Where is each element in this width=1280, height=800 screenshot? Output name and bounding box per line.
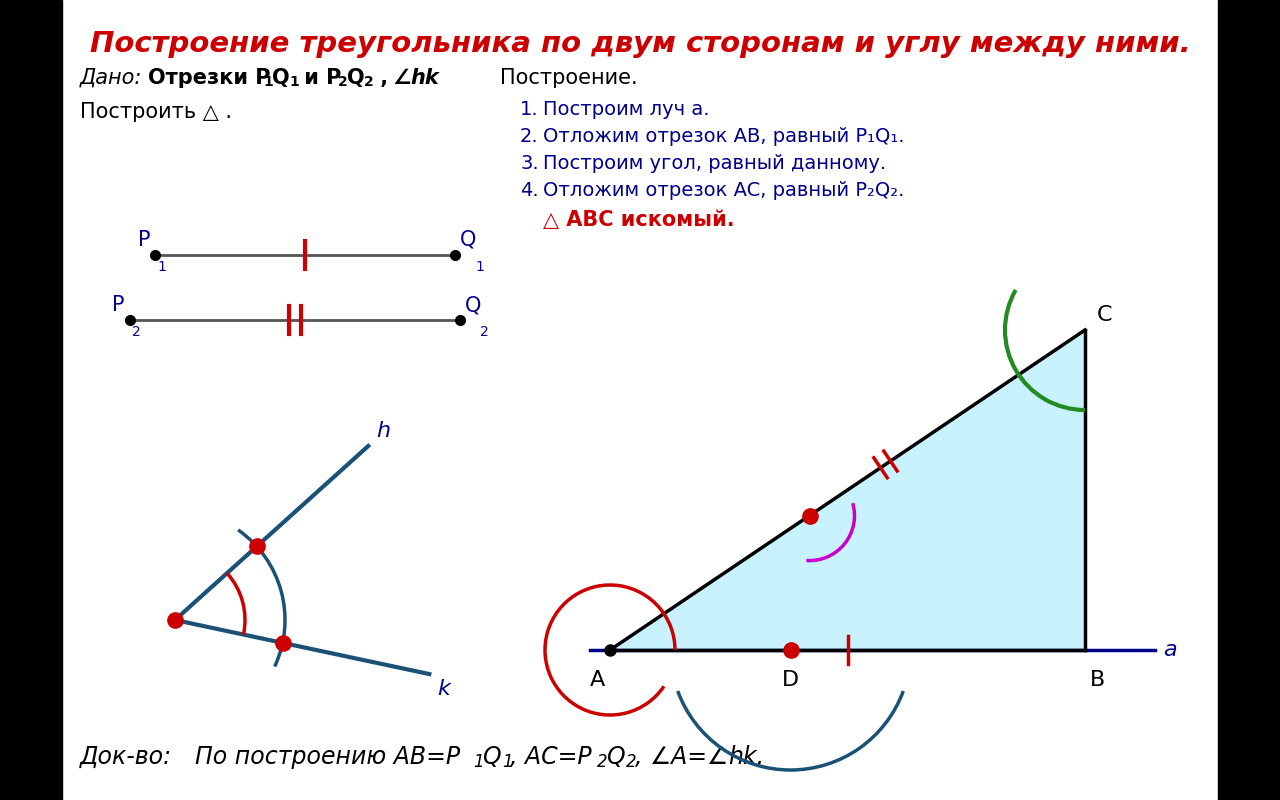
Text: D: D <box>782 670 799 690</box>
Text: hk.: hk. <box>728 745 764 769</box>
Text: Построить △ .: Построить △ . <box>79 102 232 122</box>
Text: hk: hk <box>410 68 439 88</box>
Text: Построим угол, равный данному.: Построим угол, равный данному. <box>543 154 886 173</box>
Bar <box>1219 0 1280 800</box>
Text: 2: 2 <box>364 75 374 89</box>
Text: Дано:: Дано: <box>79 68 142 88</box>
Text: Q: Q <box>273 68 289 88</box>
Text: ,: , <box>372 68 388 88</box>
Text: a: a <box>1164 640 1176 660</box>
Text: 1: 1 <box>262 75 273 89</box>
Text: C: C <box>1097 305 1112 325</box>
Text: По построению AB=P: По построению AB=P <box>195 745 460 769</box>
Text: Построение треугольника по двум сторонам и углу между ними.: Построение треугольника по двум сторонам… <box>90 30 1190 58</box>
Text: B: B <box>1091 670 1105 690</box>
Text: P: P <box>137 230 150 250</box>
Text: Построим луч a.: Построим луч a. <box>543 100 709 119</box>
Text: k: k <box>438 679 451 699</box>
Text: 1: 1 <box>475 260 484 274</box>
Text: Q: Q <box>347 68 365 88</box>
Polygon shape <box>611 330 1085 650</box>
Text: Q: Q <box>460 230 476 250</box>
Text: △ ABC искомый.: △ ABC искомый. <box>543 210 735 230</box>
Text: 1.: 1. <box>520 100 539 119</box>
Text: 2.: 2. <box>520 127 539 146</box>
Text: 2: 2 <box>338 75 348 89</box>
Text: Q: Q <box>483 745 500 769</box>
Text: Q: Q <box>465 295 481 315</box>
Text: Док-во:: Док-во: <box>79 745 172 769</box>
Text: ∠: ∠ <box>392 68 411 88</box>
Text: 3.: 3. <box>520 154 539 173</box>
Text: , ∠A=∠: , ∠A=∠ <box>635 745 728 769</box>
Text: 1: 1 <box>474 753 484 771</box>
Text: 4.: 4. <box>520 181 539 200</box>
Text: 1: 1 <box>157 260 166 274</box>
Text: 2: 2 <box>480 325 489 339</box>
Text: 1: 1 <box>502 753 512 771</box>
Text: P: P <box>113 295 125 315</box>
Text: A: A <box>590 670 605 690</box>
Text: Отрезки P: Отрезки P <box>148 68 270 88</box>
Bar <box>0 0 61 800</box>
Text: Отложим отрезок AB, равный P₁Q₁.: Отложим отрезок AB, равный P₁Q₁. <box>543 127 905 146</box>
Text: и P: и P <box>297 68 342 88</box>
Text: Отложим отрезок AC, равный P₂Q₂.: Отложим отрезок AC, равный P₂Q₂. <box>543 181 905 200</box>
Text: 2: 2 <box>596 753 608 771</box>
Text: 1: 1 <box>289 75 298 89</box>
Text: Q: Q <box>605 745 625 769</box>
Text: h: h <box>376 421 390 441</box>
Text: 2: 2 <box>626 753 636 771</box>
Text: Построение.: Построение. <box>500 68 637 88</box>
Text: , AC=P: , AC=P <box>509 745 591 769</box>
Text: 2: 2 <box>132 325 141 339</box>
